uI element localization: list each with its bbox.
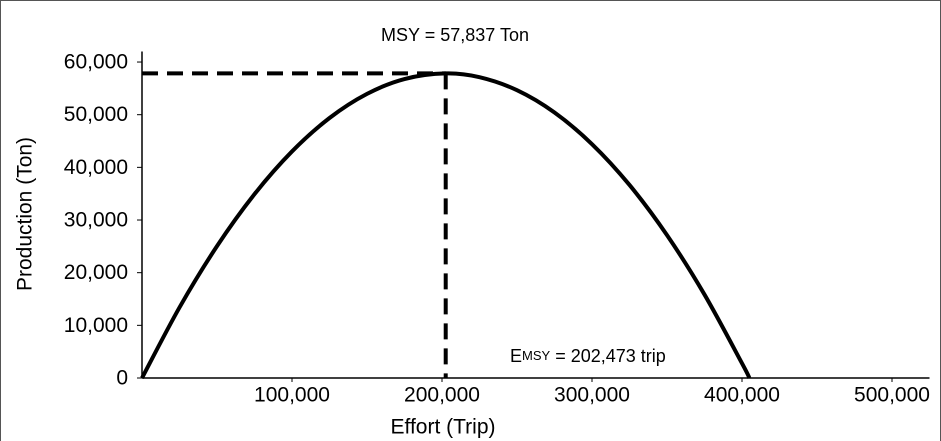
annotation-part: E <box>510 346 522 366</box>
y-axis-label: Production (Ton) <box>14 137 37 291</box>
y-tick-label: 30,000 <box>64 209 128 232</box>
y-tick-label: 60,000 <box>64 51 128 74</box>
production-curve <box>140 71 752 379</box>
x-tick-label: 400,000 <box>704 384 780 407</box>
y-tick-label: 50,000 <box>64 103 128 126</box>
x-tick-label: 100,000 <box>254 384 330 407</box>
x-tick-label: 500,000 <box>854 384 930 407</box>
x-tick-label: 300,000 <box>554 384 630 407</box>
x-tick-label: 200,000 <box>404 384 480 407</box>
x-axis-label: Effort (Trip) <box>390 416 495 439</box>
msy-annotation: MSY = 57,837 Ton <box>381 25 529 45</box>
y-tick-label: 40,000 <box>64 156 128 179</box>
emsy-annotation: EMSY = 202,473 trip <box>510 346 666 366</box>
y-tick-label: 20,000 <box>64 261 128 284</box>
y-tick-label: 10,000 <box>64 314 128 337</box>
annotation-subscript: MSY <box>522 348 551 363</box>
y-tick-label: 0 <box>116 367 128 390</box>
annotation-part: = 202,473 trip <box>550 346 666 366</box>
